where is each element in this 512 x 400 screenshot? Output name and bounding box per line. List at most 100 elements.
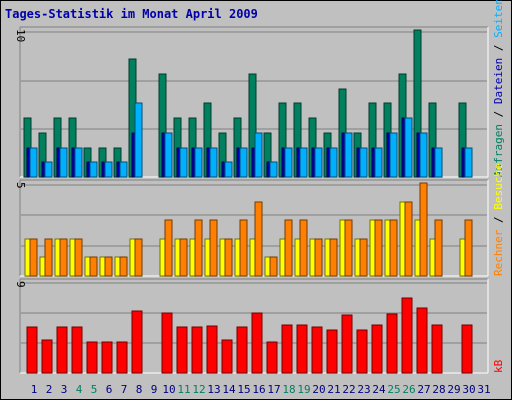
bar-rechner-day-24 [374, 219, 383, 277]
bar-rechner-day-15 [239, 219, 248, 277]
x-tick-label-day-7: 7 [121, 383, 128, 396]
bar-seiten-day-14 [224, 161, 233, 178]
bar-kb-day-15 [236, 326, 248, 374]
bar-seiten-day-20 [314, 147, 323, 178]
bar-kb-day-19 [296, 324, 308, 374]
x-tick-label-day-15: 15 [237, 383, 250, 396]
bar-rechner-day-10 [164, 219, 173, 277]
bar-rechner-day-26 [404, 201, 413, 277]
bar-seiten-day-30 [464, 147, 473, 178]
bar-seiten-day-23 [359, 147, 368, 178]
bar-kb-day-6 [101, 341, 113, 374]
bar-kb-day-2 [41, 339, 53, 374]
legend-entry: Anfragen [492, 124, 505, 177]
bar-rechner-day-1 [29, 238, 38, 277]
x-tick-label-day-12: 12 [192, 383, 205, 396]
bar-seiten-day-12 [194, 147, 203, 178]
x-tick-label-day-1: 1 [31, 383, 38, 396]
bar-seiten-day-7 [119, 161, 128, 178]
x-tick-label-day-5: 5 [91, 383, 98, 396]
bar-rechner-day-19 [299, 219, 308, 277]
bar-seiten-day-1 [29, 147, 38, 178]
panel-visits-hosts: 5 [14, 179, 489, 277]
legend-entry: Seiten [492, 0, 505, 38]
bar-kb-day-22 [341, 314, 353, 374]
bar-kb-day-14 [221, 339, 233, 374]
bar-kb-day-24 [371, 324, 383, 374]
x-tick-label-day-23: 23 [357, 383, 370, 396]
bar-rechner-day-20 [314, 238, 323, 277]
bar-seiten-day-22 [344, 132, 353, 178]
bar-seiten-day-16 [254, 132, 263, 178]
bar-seiten-day-25 [389, 132, 398, 178]
legend-entry: kB [492, 359, 505, 373]
bar-seiten-day-3 [59, 147, 68, 178]
x-tick-label-day-28: 28 [432, 383, 445, 396]
bar-kb-day-3 [56, 326, 68, 374]
bar-kb-day-16 [251, 312, 263, 374]
bar-kb-day-5 [86, 341, 98, 374]
chart-title: Tages-Statistik im Monat April 2009 [5, 7, 258, 21]
bar-kb-day-26 [401, 297, 413, 374]
x-axis-day-labels: 1 2 3 4 5 6 7 8 9 10 11 12 13 14 15 16 17 18 19 20 21 22 23 24 2… [31, 383, 491, 396]
bar-rechner-day-16 [254, 201, 263, 277]
bar-rechner-day-3 [59, 238, 68, 277]
bar-kb-day-7 [116, 341, 128, 374]
bar-rechner-day-22 [344, 219, 353, 277]
bar-seiten-day-27 [419, 132, 428, 178]
bar-seiten-day-4 [74, 147, 83, 178]
x-tick-label-day-26: 26 [402, 383, 415, 396]
bar-seiten-day-28 [434, 147, 443, 178]
bar-kb-day-13 [206, 325, 218, 374]
bar-seiten-day-2 [44, 161, 53, 178]
legend-separator: / [492, 38, 505, 58]
bar-seiten-day-26 [404, 117, 413, 178]
bar-rechner-day-25 [389, 219, 398, 277]
bar-kb-day-4 [71, 326, 83, 374]
bar-kb-day-10 [161, 312, 173, 374]
bar-rechner-day-23 [359, 238, 368, 277]
bar-rechner-day-17 [269, 256, 278, 277]
bar-seiten-day-15 [239, 147, 248, 178]
x-tick-label-day-8: 8 [136, 383, 143, 396]
panel-requests-files-pages: 10 [14, 26, 489, 178]
bar-rechner-day-18 [284, 219, 293, 277]
x-tick-label-day-10: 10 [162, 383, 175, 396]
legend-group: Anfragen / Dateien / Seiten [492, 0, 505, 177]
bar-rechner-day-4 [74, 238, 83, 277]
bar-seiten-day-10 [164, 132, 173, 178]
bar-seiten-day-18 [284, 147, 293, 178]
bar-rechner-day-30 [464, 219, 473, 277]
x-tick-label-day-9: 9 [151, 383, 158, 396]
bar-rechner-day-14 [224, 238, 233, 277]
x-tick-label-day-6: 6 [106, 383, 113, 396]
panel-kb: 9 [14, 278, 489, 374]
bar-kb-day-21 [326, 329, 338, 374]
y-tick-label: 10 [14, 29, 27, 42]
legend-entry: Besuche [492, 163, 505, 209]
bar-rechner-day-7 [119, 256, 128, 277]
bar-rechner-day-8 [134, 238, 143, 277]
bar-kb-day-11 [176, 326, 188, 374]
bar-rechner-day-27 [419, 182, 428, 277]
bar-rechner-day-11 [179, 238, 188, 277]
legend-group: kB [492, 359, 505, 373]
bar-kb-day-25 [386, 313, 398, 374]
bar-kb-day-17 [266, 341, 278, 374]
bar-rechner-day-12 [194, 219, 203, 277]
legend-entry: Dateien [492, 58, 505, 104]
legend-separator: / [492, 210, 505, 230]
bar-rechner-day-21 [329, 238, 338, 277]
bar-seiten-day-13 [209, 147, 218, 178]
bar-kb-day-1 [26, 326, 38, 374]
bar-rechner-day-5 [89, 256, 98, 277]
bar-kb-day-12 [191, 326, 203, 374]
bar-seiten-day-5 [89, 161, 98, 178]
x-tick-label-day-20: 20 [312, 383, 325, 396]
bar-kb-day-30 [461, 324, 473, 374]
y-tick-label: 5 [14, 182, 27, 189]
bar-kb-day-18 [281, 324, 293, 374]
bar-seiten-day-11 [179, 147, 188, 178]
bar-seiten-day-8 [134, 102, 143, 178]
